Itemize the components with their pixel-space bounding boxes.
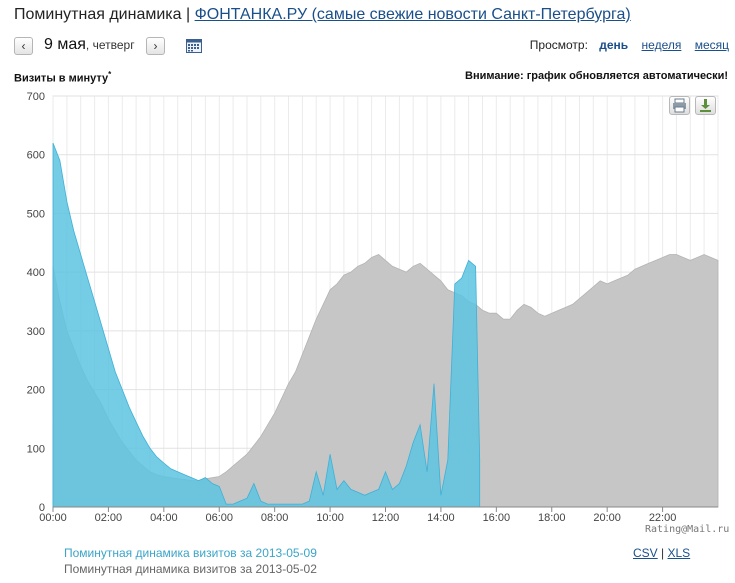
y-tick-label: 700 <box>27 91 45 103</box>
date-weekday: четверг <box>92 38 135 52</box>
x-tick-label: 18:00 <box>538 512 566 524</box>
view-label: Просмотр: <box>529 38 588 52</box>
y-tick-label: 200 <box>27 385 45 397</box>
y-tick-label: 100 <box>27 443 45 455</box>
series-area-2013-05-09 <box>52 142 481 508</box>
download-button[interactable] <box>695 96 716 115</box>
x-tick-label: 04:00 <box>150 512 178 524</box>
x-tick-label: 02:00 <box>95 512 123 524</box>
view-switcher: Просмотр: день неделя месяц <box>530 38 729 52</box>
print-button[interactable] <box>669 96 690 115</box>
current-date: 9 мая, четверг <box>44 36 135 53</box>
export-links: CSV | XLS <box>633 546 690 560</box>
page-title: Поминутная динамика | ФОНТАНКА.РУ (самые… <box>14 6 631 24</box>
prev-day-button[interactable]: ‹ <box>14 37 33 55</box>
auto-update-notice: Внимание: график обновляется автоматичес… <box>465 70 728 82</box>
x-tick-label: 08:00 <box>261 512 289 524</box>
xls-link[interactable]: XLS <box>667 546 691 560</box>
x-tick-label: 00:00 <box>39 512 67 524</box>
site-link[interactable]: ФОНТАНКА.РУ (самые свежие новости Санкт-… <box>194 6 631 23</box>
rating-credit: Rating@Mail.ru <box>645 524 730 535</box>
date-day: 9 мая <box>44 36 86 53</box>
x-tick-label: 10:00 <box>316 512 344 524</box>
x-tick-label: 14:00 <box>427 512 455 524</box>
x-tick-label: 22:00 <box>649 512 677 524</box>
legend-current: Поминутная динамика визитов за 2013-05-0… <box>64 546 317 560</box>
y-axis-title-mark: * <box>108 70 112 79</box>
x-tick-label: 20:00 <box>593 512 621 524</box>
x-tick-label: 16:00 <box>483 512 511 524</box>
download-icon <box>700 99 711 112</box>
y-tick-label: 0 <box>39 502 45 514</box>
y-tick-label: 600 <box>27 150 45 162</box>
y-tick-label: 500 <box>27 208 45 220</box>
view-day[interactable]: день <box>599 38 629 52</box>
y-tick-label: 400 <box>27 267 45 279</box>
next-day-button[interactable]: › <box>146 37 165 55</box>
csv-link[interactable]: CSV <box>633 546 658 560</box>
title-prefix: Поминутная динамика | <box>14 6 191 23</box>
visits-chart: 0 100 200 300 400 500 600 700 00:00 02:00 04:00 06:… <box>27 91 719 524</box>
y-tick-label: 300 <box>27 326 45 338</box>
x-tick-label: 12:00 <box>372 512 400 524</box>
y-axis-title: Визиты в минуту* <box>14 70 111 85</box>
calendar-icon[interactable] <box>186 38 202 53</box>
x-tick-label: 06:00 <box>205 512 233 524</box>
legend-previous: Поминутная динамика визитов за 2013-05-0… <box>64 562 317 576</box>
y-axis-title-text: Визиты в минуту <box>14 72 109 85</box>
view-month-link[interactable]: месяц <box>694 38 729 52</box>
printer-icon <box>673 98 686 113</box>
view-week-link[interactable]: неделя <box>641 38 682 52</box>
export-separator: | <box>661 546 665 560</box>
